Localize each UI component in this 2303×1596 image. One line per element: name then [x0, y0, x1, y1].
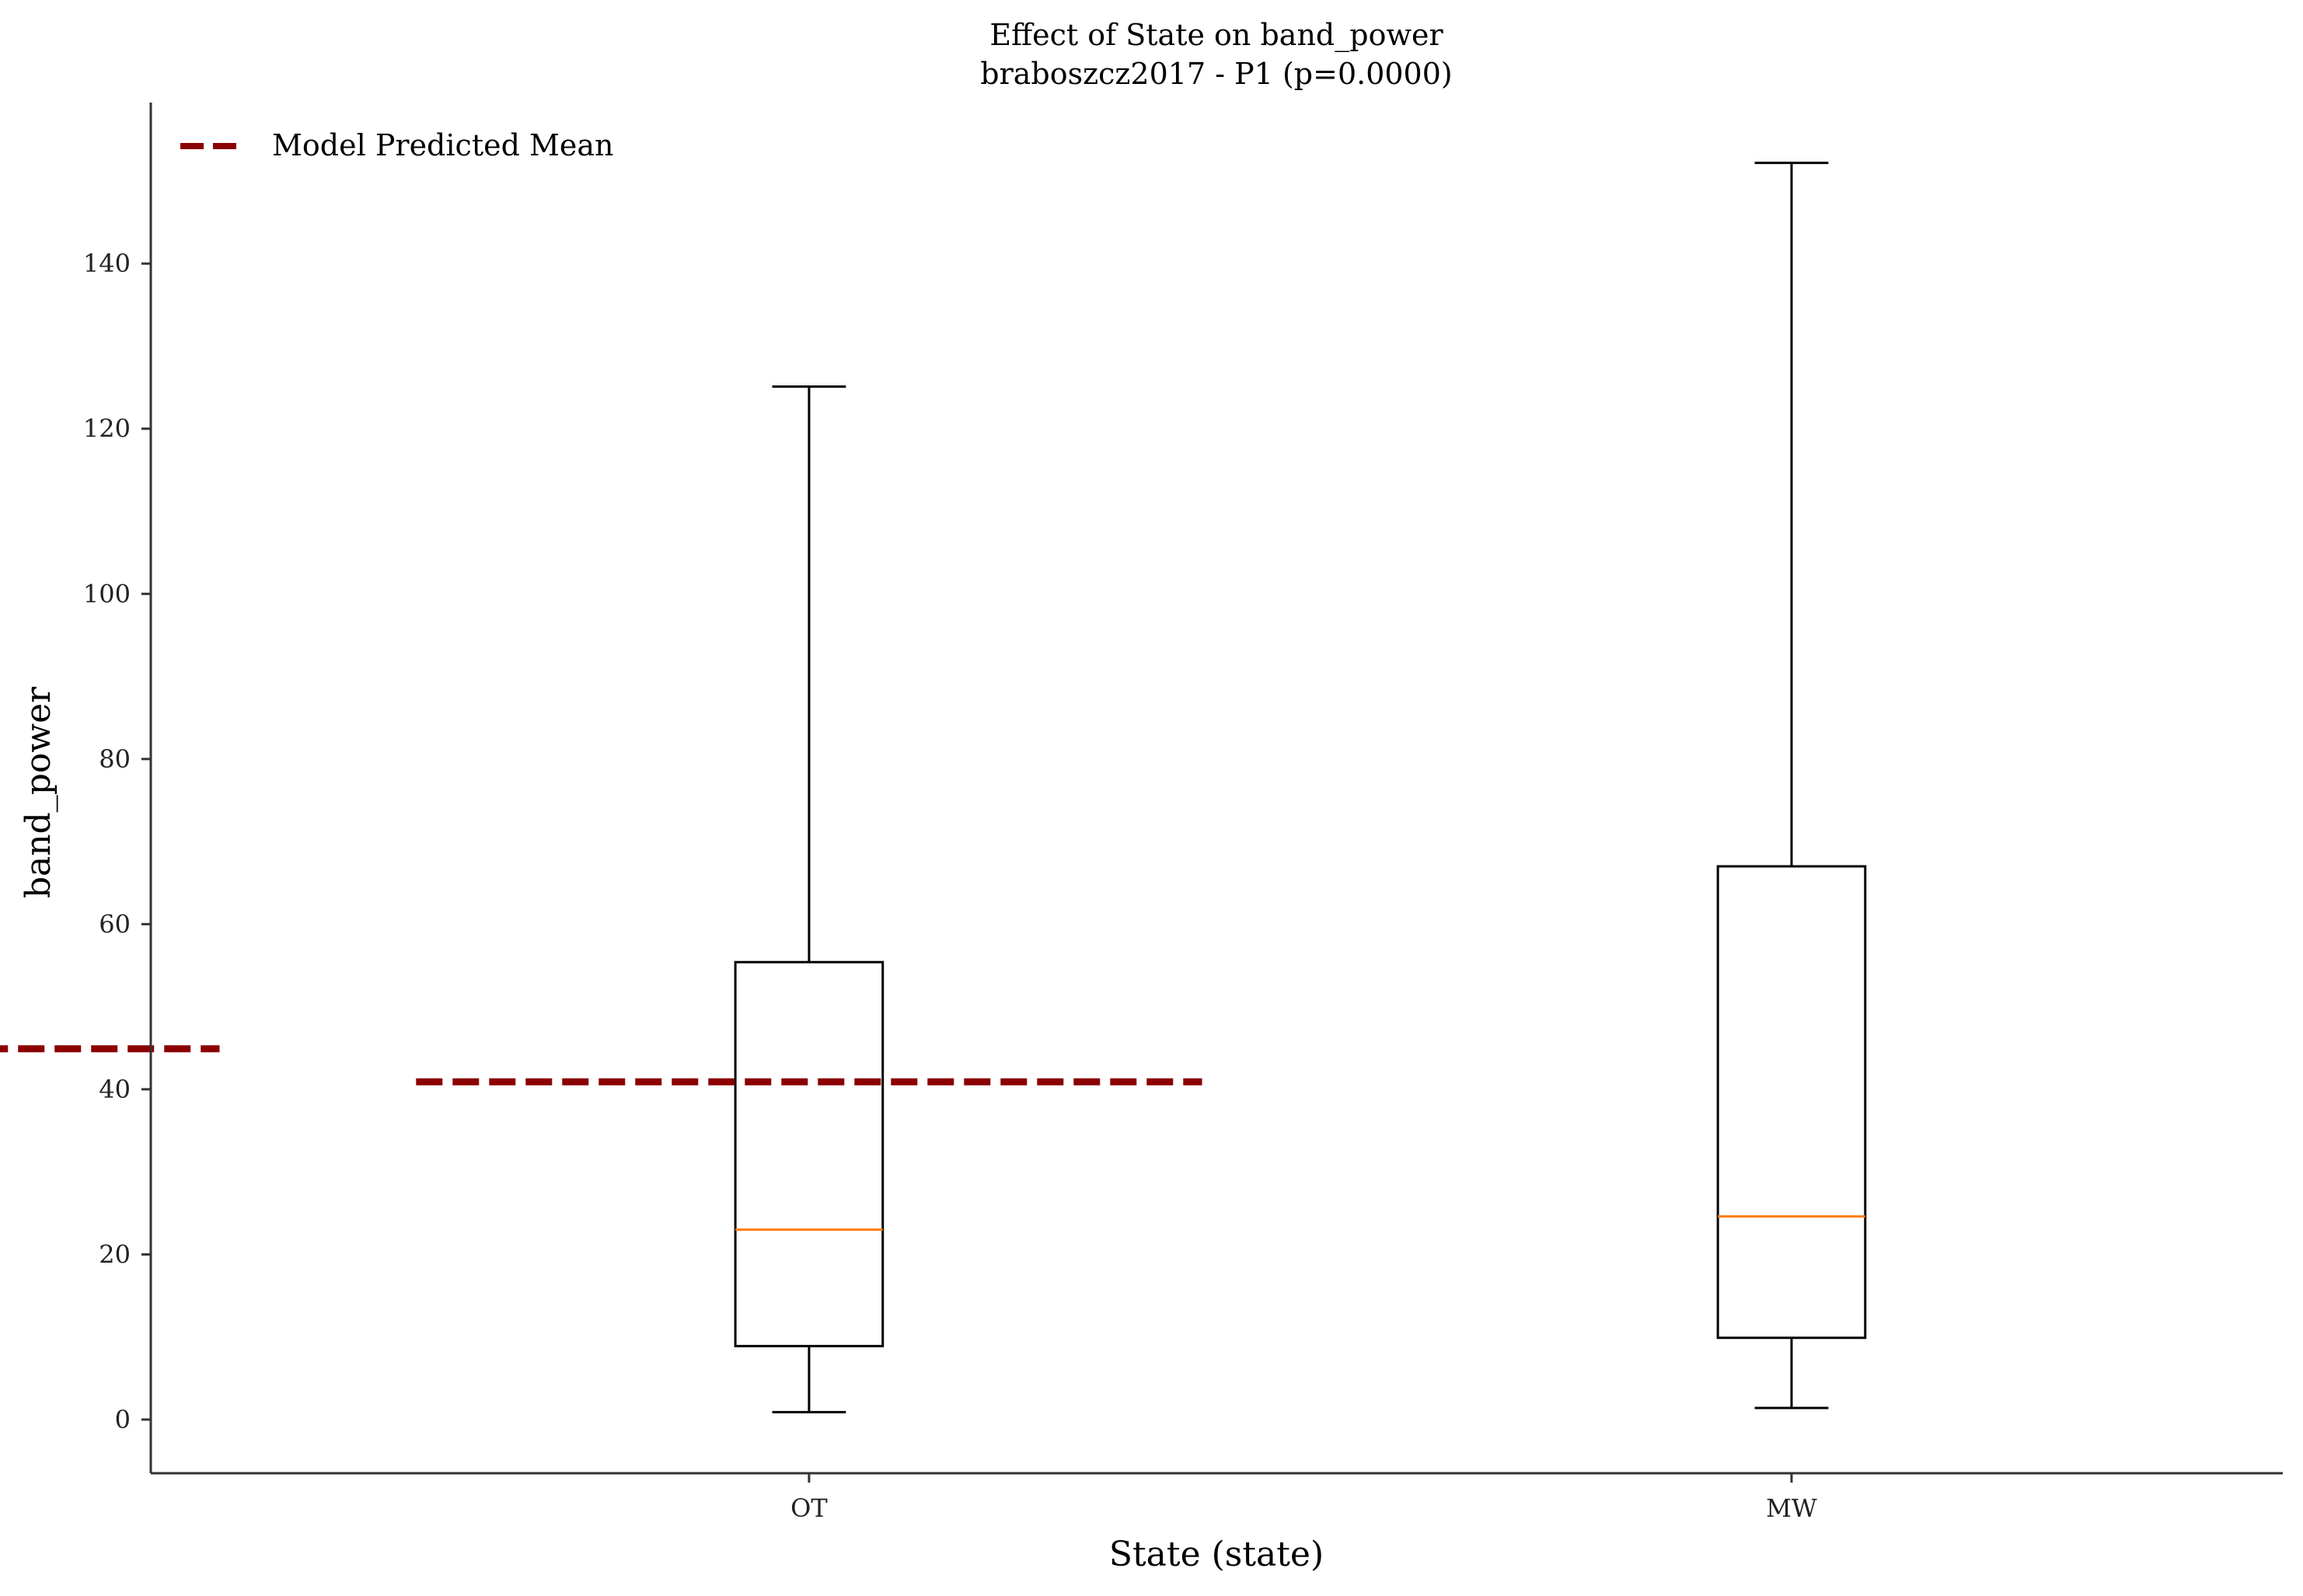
legend: Model Predicted Mean	[180, 128, 614, 162]
y-tick-label-100: 100	[83, 579, 131, 608]
y-axis-title: band_power	[19, 686, 58, 898]
plot-area	[0, 162, 1867, 1413]
y-axis-ticks: 0 20 40 60 80 100 120 140	[83, 249, 151, 1434]
y-tick-label-20: 20	[99, 1239, 131, 1269]
y-tick-label-60: 60	[99, 909, 131, 939]
y-tick-label-40: 40	[99, 1075, 131, 1104]
x-tick-label-mw: MW	[1766, 1493, 1817, 1523]
boxplot-ot	[734, 385, 885, 1413]
y-tick-label-120: 120	[83, 414, 131, 444]
y-tick-label-140: 140	[83, 249, 131, 278]
chart-subtitle: braboszcz2017 - P1 (p=0.0000)	[980, 57, 1452, 91]
chart-title: Effect of State on band_power	[989, 18, 1443, 53]
boxplot-mw	[1716, 162, 1867, 1410]
box-ot	[734, 960, 885, 1347]
y-tick-label-80: 80	[99, 744, 131, 774]
x-axis-ticks: OT MW	[790, 1473, 1817, 1523]
x-tick-label-ot: OT	[790, 1493, 828, 1523]
box-mw	[1716, 865, 1867, 1340]
legend-label-model-predicted-mean: Model Predicted Mean	[272, 128, 614, 162]
x-axis-title: State (state)	[1109, 1535, 1324, 1574]
y-tick-label-0: 0	[115, 1405, 131, 1434]
